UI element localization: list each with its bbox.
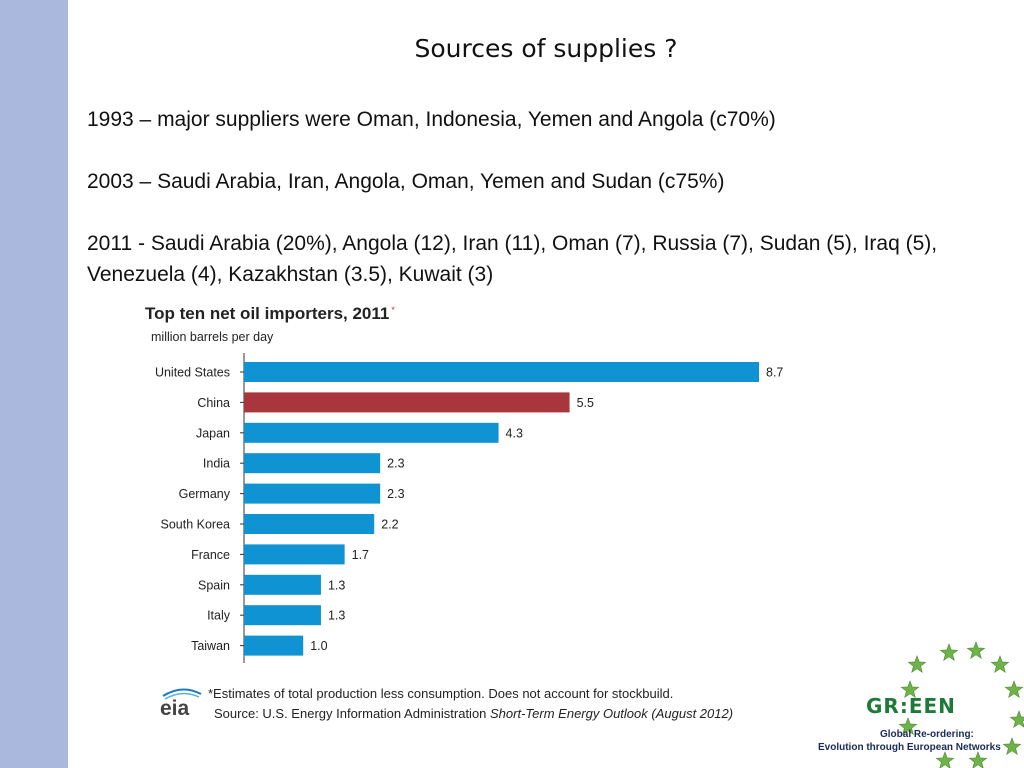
chart-source: Source: U.S. Energy Information Administ… (214, 706, 733, 721)
left-accent-bar (0, 0, 68, 768)
value-label-germany: 2.3 (387, 487, 404, 501)
category-label-germany: Germany (179, 487, 231, 501)
stars-ring (898, 641, 1024, 768)
slide-title: Sources of supplies ? (414, 34, 678, 63)
eia-logo-arc (162, 688, 202, 697)
category-label-south-korea: South Korea (161, 518, 231, 532)
category-label-united-states: United States (155, 366, 230, 380)
star-icon (898, 717, 918, 735)
source-publication: Short-Term Energy Outlook (August 2012) (490, 706, 734, 721)
category-label-spain: Spain (198, 578, 230, 592)
bar-china (244, 392, 570, 413)
chart-title-group: Top ten net oil importers, 2011 * (145, 304, 395, 323)
bar-taiwan (244, 635, 304, 656)
star-icon (1009, 710, 1024, 728)
category-label-france: France (191, 548, 230, 562)
bar-italy (244, 605, 321, 626)
value-label-china: 5.5 (577, 396, 594, 410)
value-label-italy: 1.3 (328, 609, 345, 623)
star-icon (990, 655, 1010, 673)
category-label-japan: Japan (196, 426, 230, 440)
paragraph-1993: 1993 – major suppliers were Oman, Indone… (87, 108, 776, 131)
bar-south-korea (244, 514, 375, 534)
source-prefix: Source: U.S. Energy Information Administ… (214, 706, 491, 721)
category-label-india: India (203, 457, 230, 471)
star-icon (900, 680, 920, 698)
value-label-france: 1.7 (352, 548, 369, 562)
category-label-italy: Italy (207, 609, 231, 623)
green-logo-wordmark: GR:EEN (866, 694, 956, 718)
green-tagline-1: Global Re-ordering: (880, 729, 974, 740)
bars-group: United States 8.7 China 5.5 Japan 4.3 India 2.3… (155, 353, 783, 663)
bar-india (244, 453, 381, 474)
green-logo-stars (898, 641, 1024, 768)
chart-title: Top ten net oil importers, 2011 (145, 304, 389, 323)
star-icon (1004, 680, 1024, 698)
bar-japan (244, 422, 499, 443)
category-label-china: China (197, 396, 230, 410)
star-icon (935, 751, 955, 768)
value-label-taiwan: 1.0 (310, 639, 327, 653)
bar-spain (244, 574, 321, 595)
bar-france (244, 544, 345, 565)
value-label-india: 2.3 (387, 457, 404, 471)
value-label-spain: 1.3 (328, 578, 345, 592)
star-icon (1002, 737, 1022, 755)
star-icon (966, 641, 986, 659)
oil-importers-chart: Top ten net oil importers, 2011 * million… (145, 304, 783, 663)
paragraph-2011: 2011 - Saudi Arabia (20%), Angola (12), … (87, 232, 938, 286)
eia-logo-text: eia (160, 697, 190, 718)
value-label-south-korea: 2.2 (381, 518, 398, 532)
chart-subtitle: million barrels per day (151, 330, 274, 344)
bar-united-states (244, 362, 759, 382)
star-icon (907, 655, 927, 673)
eia-logo: eia (160, 688, 202, 718)
value-label-united-states: 8.7 (766, 366, 783, 380)
eia-logo-arc-inner (164, 692, 200, 700)
category-label-taiwan: Taiwan (191, 639, 230, 653)
paragraph-2003: 2003 – Saudi Arabia, Iran, Angola, Oman,… (87, 170, 725, 193)
bar-germany (244, 483, 381, 504)
value-label-japan: 4.3 (506, 426, 523, 440)
star-icon (968, 751, 988, 768)
star-icon (939, 643, 959, 661)
chart-footnote: *Estimates of total production less cons… (208, 686, 674, 701)
green-tagline-2: Evolution through European Networks (818, 742, 1001, 753)
chart-title-asterisk: * (391, 305, 395, 315)
